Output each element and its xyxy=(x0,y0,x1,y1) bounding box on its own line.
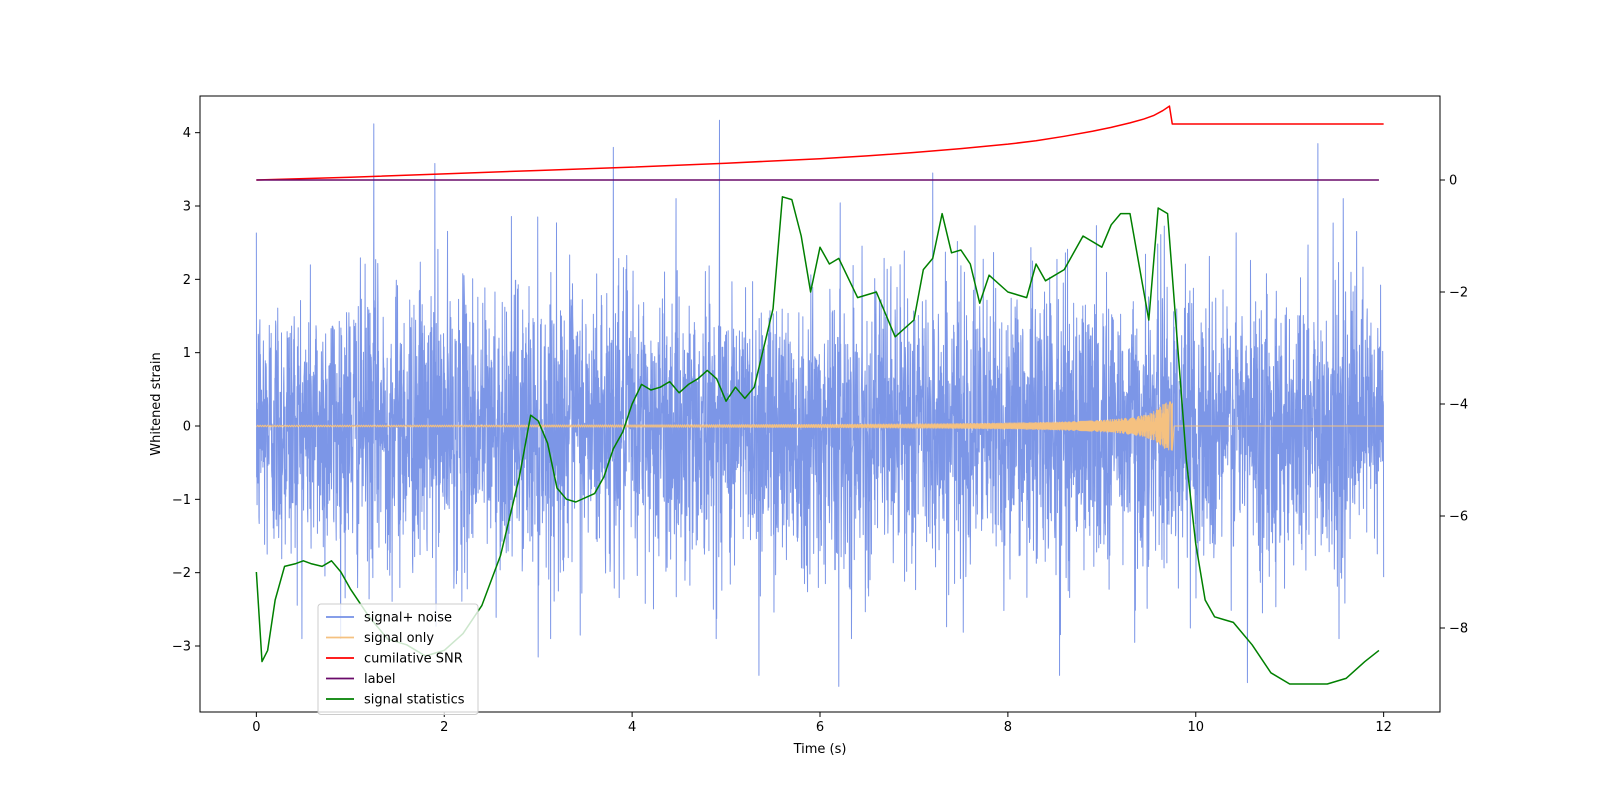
series-cumilative-snr xyxy=(256,105,1384,181)
y-tick-label-right: −4 xyxy=(1449,398,1468,413)
legend-label: signal+ noise xyxy=(364,611,452,626)
y-tick-label-right: −6 xyxy=(1449,510,1468,525)
x-tick-label: 8 xyxy=(1004,720,1012,735)
y-tick-label-left: 1 xyxy=(183,346,191,361)
y-tick-label-left: −1 xyxy=(172,493,191,508)
x-tick-label: 12 xyxy=(1375,720,1392,735)
x-tick-label: 2 xyxy=(440,720,448,735)
y-tick-label-right: −8 xyxy=(1449,622,1468,637)
y-tick-label-left: 2 xyxy=(183,273,191,288)
legend-label: signal statistics xyxy=(364,693,465,708)
y-tick-label-left: −2 xyxy=(172,566,191,581)
y-tick-label-left: 3 xyxy=(183,200,191,215)
y-axis-label-left: Whitened strain xyxy=(149,352,164,455)
x-tick-label: 0 xyxy=(252,720,260,735)
legend-label: cumilative SNR xyxy=(364,652,463,667)
y-tick-label-right: 0 xyxy=(1449,174,1457,189)
legend-box xyxy=(317,603,479,715)
x-tick-label: 6 xyxy=(816,720,824,735)
y-tick-label-left: 0 xyxy=(183,420,191,435)
legend-label: label xyxy=(364,672,395,687)
y-tick-label-left: −3 xyxy=(172,640,191,655)
series-signal-noise xyxy=(255,119,1385,687)
y-tick-label-right: −2 xyxy=(1449,286,1468,301)
legend: signal+ noise signal only cumilative SNR la… xyxy=(317,603,479,715)
x-tick-label: 10 xyxy=(1187,720,1204,735)
plot-area xyxy=(255,105,1385,687)
x-axis-label: Time (s) xyxy=(793,742,847,757)
x-tick-label: 4 xyxy=(628,720,636,735)
y-tick-label-left: 4 xyxy=(183,126,191,141)
legend-label: signal only xyxy=(364,631,434,646)
series-signal-only xyxy=(256,401,1384,451)
